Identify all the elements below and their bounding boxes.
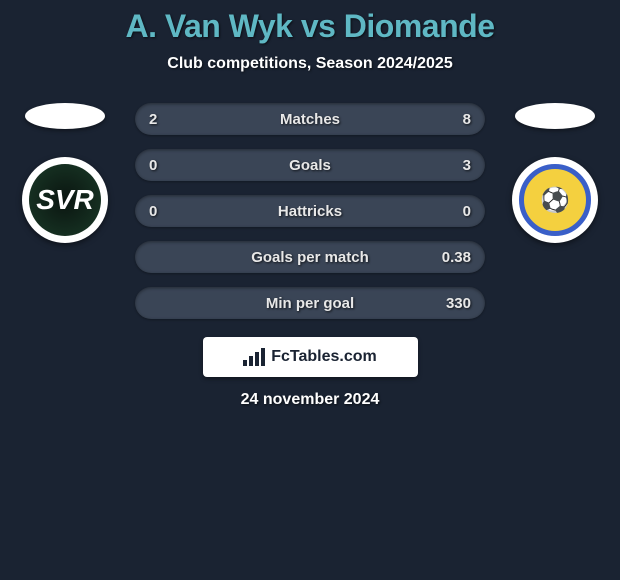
stat-row-min-per-goal: Min per goal 330 [135, 287, 485, 319]
comparison-area: SVR ⚽ 2 Matches 8 0 Goals 3 0 Hattricks [0, 103, 620, 319]
bar-chart-icon [243, 348, 265, 366]
right-player-column: ⚽ [500, 103, 610, 243]
stat-right-value: 8 [431, 111, 471, 128]
footer-date: 24 november 2024 [0, 391, 620, 409]
stat-row-matches: 2 Matches 8 [135, 103, 485, 135]
stat-left-value: 2 [149, 111, 189, 128]
right-club-badge-inner: ⚽ [519, 164, 591, 236]
left-club-badge: SVR [22, 157, 108, 243]
stat-right-value: 0 [431, 203, 471, 220]
stat-row-goals-per-match: Goals per match 0.38 [135, 241, 485, 273]
stat-row-hattricks: 0 Hattricks 0 [135, 195, 485, 227]
source-logo: FcTables.com [203, 337, 418, 377]
right-flag-icon [515, 103, 595, 129]
stat-right-value: 330 [431, 295, 471, 312]
stat-label: Goals per match [189, 249, 431, 266]
stat-rows: 2 Matches 8 0 Goals 3 0 Hattricks 0 Goal… [135, 103, 485, 319]
left-flag-icon [25, 103, 105, 129]
stat-label: Matches [189, 111, 431, 128]
stat-label: Goals [189, 157, 431, 174]
left-club-badge-inner: SVR [29, 164, 101, 236]
right-club-badge: ⚽ [512, 157, 598, 243]
stat-left-value: 0 [149, 203, 189, 220]
stat-label: Min per goal [189, 295, 431, 312]
stat-label: Hattricks [189, 203, 431, 220]
left-player-column: SVR [10, 103, 120, 243]
page-title: A. Van Wyk vs Diomande [0, 8, 620, 45]
stat-right-value: 3 [431, 157, 471, 174]
stat-left-value: 0 [149, 157, 189, 174]
comparison-infographic: A. Van Wyk vs Diomande Club competitions… [0, 0, 620, 409]
stat-right-value: 0.38 [431, 249, 471, 266]
source-logo-text: FcTables.com [271, 348, 377, 366]
page-subtitle: Club competitions, Season 2024/2025 [0, 55, 620, 73]
stat-row-goals: 0 Goals 3 [135, 149, 485, 181]
